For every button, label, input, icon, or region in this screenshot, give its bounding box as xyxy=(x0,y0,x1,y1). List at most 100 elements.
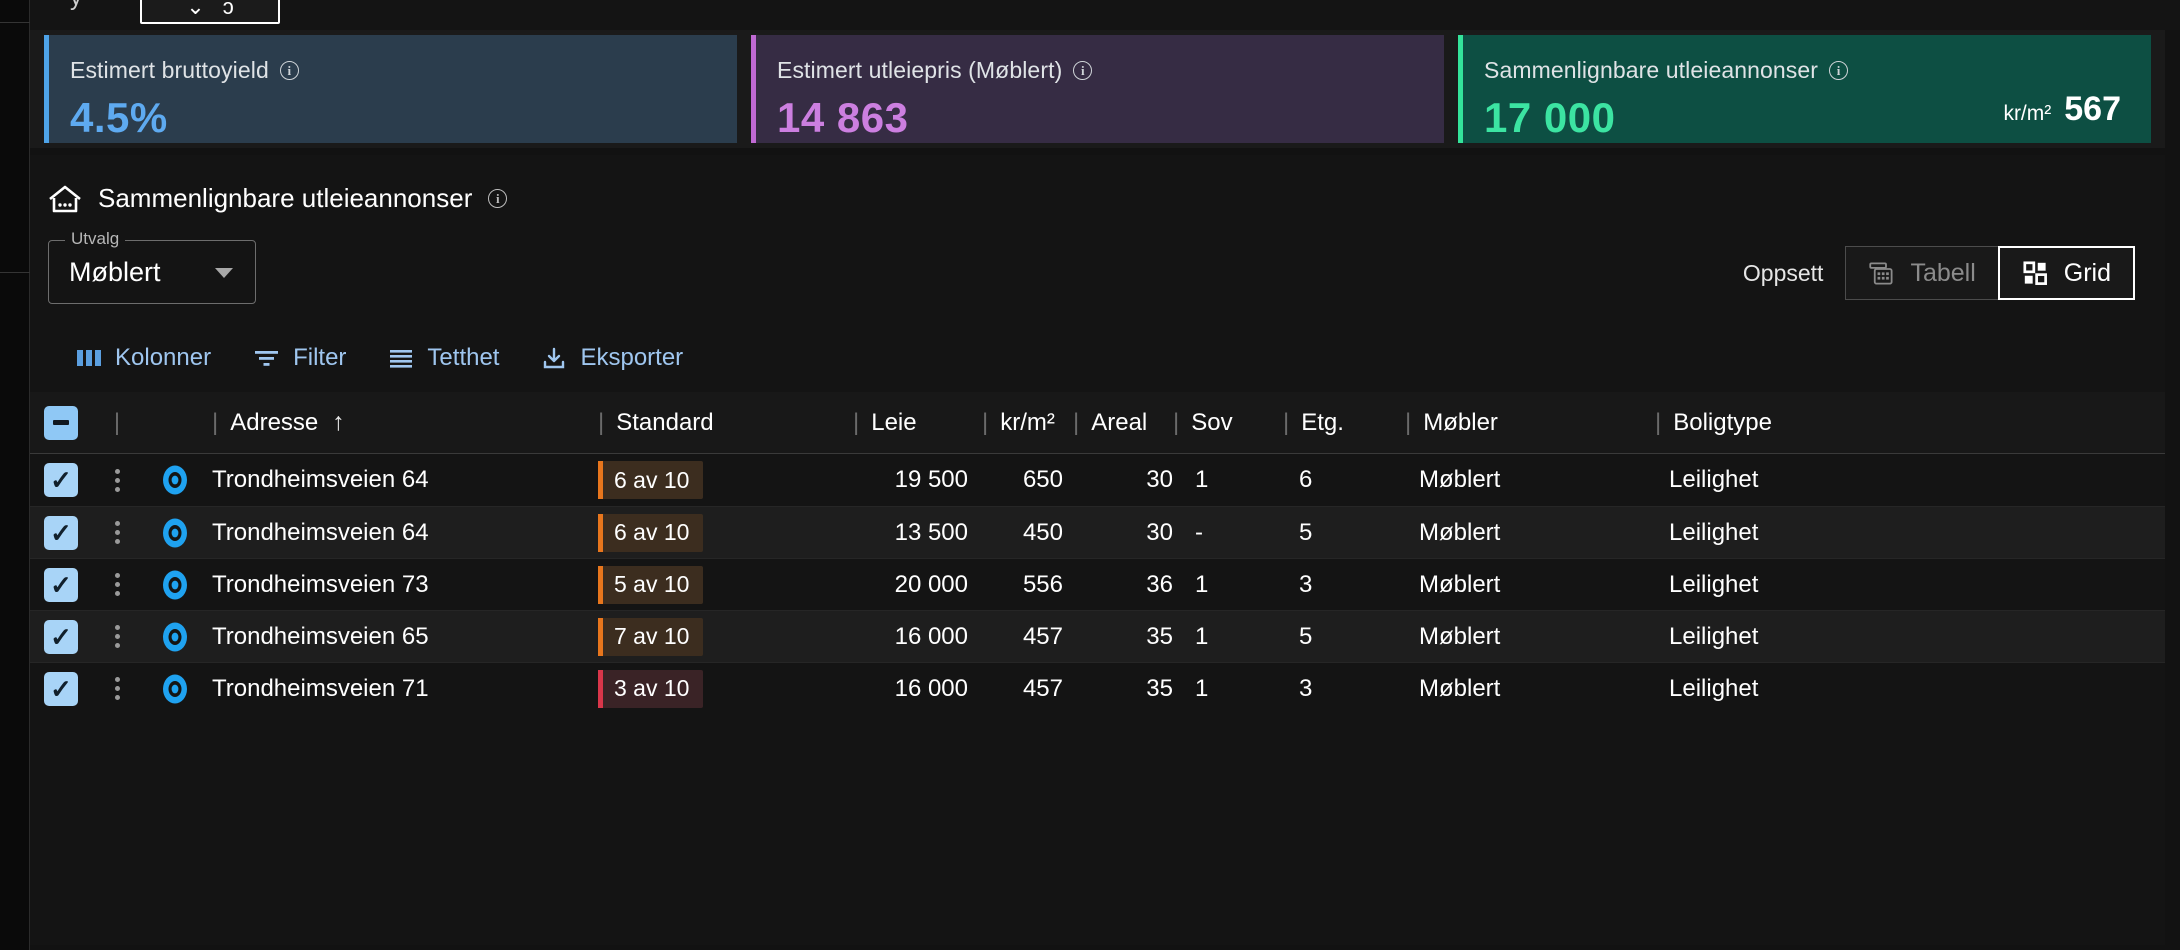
cell-areal: 36 xyxy=(1146,570,1173,598)
row-select-checkbox[interactable]: ✓ xyxy=(30,619,92,654)
kpi-label-text: Sammenlignbare utleieannonser xyxy=(1484,57,1819,83)
toolbar-kolonner-button[interactable]: Kolonner xyxy=(76,344,211,372)
column-header-mobler[interactable]: | Møbler xyxy=(1405,408,1498,436)
cell-adresse: Trondheimsveien 65 xyxy=(212,622,429,650)
row-select-checkbox[interactable]: ✓ xyxy=(30,463,92,497)
row-actions-button[interactable] xyxy=(92,468,142,492)
cell-adresse: Trondheimsveien 71 xyxy=(212,674,429,702)
table-toolbar: Kolonner Filter Tetthet xyxy=(30,330,2165,386)
cell-boligtype: Leilighet xyxy=(1669,570,1759,598)
info-icon[interactable]: i xyxy=(1829,61,1849,80)
cell-sov: - xyxy=(1195,518,1203,546)
column-header-standard[interactable]: | Standard xyxy=(598,408,714,436)
chevron-down-icon[interactable] xyxy=(215,268,233,278)
kpi-label-text: Estimert utleiepris (Møblert) xyxy=(777,57,1063,83)
select-all-checkbox[interactable] xyxy=(30,405,92,440)
rail-divider xyxy=(0,272,30,273)
table-row[interactable]: ✓ Trondheimsveien 71 3 av 10 16 000 457 35 1 3 M… xyxy=(30,662,2165,714)
cell-sov: 1 xyxy=(1195,570,1209,598)
cell-etg: 5 xyxy=(1299,518,1313,546)
row-actions-button[interactable] xyxy=(92,521,142,544)
column-header-krm2[interactable]: | kr/m² xyxy=(982,408,1055,436)
layout-segmented-control: Tabell Grid xyxy=(1845,246,2135,300)
info-icon[interactable]: i xyxy=(488,189,508,208)
column-header-adresse[interactable]: | Adresse ↑ xyxy=(212,408,345,436)
column-header-boligtype[interactable]: | Boligtype xyxy=(1655,408,1772,436)
rail-divider xyxy=(0,22,30,23)
standard-badge: 6 av 10 xyxy=(598,461,704,499)
layout-option-label: Grid xyxy=(2063,258,2111,287)
checkbox-checked-icon: ✓ xyxy=(44,671,78,706)
sort-ascending-icon: ↑ xyxy=(332,408,345,436)
left-rail xyxy=(0,0,30,950)
cell-leie: 13 500 xyxy=(894,518,968,546)
cell-areal: 30 xyxy=(1146,466,1173,493)
toolbar-label: Filter xyxy=(293,344,347,371)
table-body: ✓ Trondheimsveien 64 6 av 10 19 500 650 30 1 6 M… xyxy=(30,454,2165,714)
house-icon xyxy=(49,185,81,212)
kpi-label-text: Estimert bruttoyield xyxy=(70,57,269,83)
layout-option-tabell[interactable]: Tabell xyxy=(1845,246,1998,300)
column-header-label: Leie xyxy=(871,408,917,436)
table-row[interactable]: ✓ Trondheimsveien 65 7 av 10 16 000 457 35 1 5 M… xyxy=(30,610,2165,662)
row-select-checkbox[interactable]: ✓ xyxy=(30,567,92,602)
column-header-areal[interactable]: | Areal xyxy=(1073,408,1148,436)
toolbar-label: Kolonner xyxy=(115,344,212,371)
density-icon xyxy=(390,350,413,368)
toolbar-tetthet-button[interactable]: Tetthet xyxy=(388,344,499,372)
comparable-listings-panel: Sammenlignbare utleieannonser i Utvalg M… xyxy=(30,155,2165,945)
chip-left-glyph: ⌄ xyxy=(186,0,205,19)
page-title: Sammenlignbare utleieannonser xyxy=(98,183,473,213)
row-preview-button[interactable] xyxy=(142,463,208,497)
info-icon[interactable]: i xyxy=(279,61,299,80)
column-header-leie[interactable]: | Leie xyxy=(853,408,917,436)
kebab-menu-icon xyxy=(114,573,120,596)
kpi-value: 14 863 xyxy=(777,94,909,141)
table-row[interactable]: ✓ Trondheimsveien 73 5 av 10 20 000 556 36 1 3 M… xyxy=(30,558,2165,610)
toolbar-label: Eksporter xyxy=(580,344,684,371)
table-row[interactable]: ✓ Trondheimsveien 64 6 av 10 19 500 650 30 1 6 M… xyxy=(30,454,2165,506)
cell-boligtype: Leilighet xyxy=(1669,622,1759,650)
row-preview-button[interactable] xyxy=(142,620,208,654)
row-actions-button[interactable] xyxy=(92,677,142,700)
row-preview-button[interactable] xyxy=(142,672,208,706)
cell-krm2: 650 xyxy=(1022,466,1063,493)
row-select-checkbox[interactable]: ✓ xyxy=(30,671,92,706)
kebab-menu-icon xyxy=(114,625,120,648)
column-header-label: Adresse xyxy=(230,408,319,436)
toolbar-filter-button[interactable]: Filter xyxy=(253,344,346,372)
kebab-menu-icon xyxy=(114,468,120,492)
kpi-accent-bar xyxy=(1458,35,1463,143)
layout-option-grid[interactable]: Grid xyxy=(1997,246,2135,300)
row-actions-button[interactable] xyxy=(92,625,142,648)
table-row[interactable]: ✓ Trondheimsveien 64 6 av 10 13 500 450 30- 5 M… xyxy=(30,506,2165,558)
row-actions-button[interactable] xyxy=(92,573,142,596)
column-header-sov[interactable]: | Sov xyxy=(1173,408,1233,436)
filter-icon xyxy=(255,351,279,366)
kpi-card-bruttoyield[interactable]: Estimert bruttoyield i 4.5% xyxy=(44,35,737,143)
cell-etg: 5 xyxy=(1299,622,1313,650)
utvalg-select[interactable]: Utvalg Møblert xyxy=(48,229,256,304)
kpi-card-sammenlignbare[interactable]: Sammenlignbare utleieannonser i 17 000 k… xyxy=(1458,35,2151,143)
column-header-etg[interactable]: | Etg. xyxy=(1283,408,1344,436)
kpi-secondary-metric: kr/m² 567 xyxy=(2003,90,2121,129)
cell-leie: 19 500 xyxy=(894,466,968,493)
cell-areal: 35 xyxy=(1146,674,1173,702)
toolbar-eksporter-button[interactable]: Eksporter xyxy=(541,344,683,372)
row-select-checkbox[interactable]: ✓ xyxy=(30,515,92,550)
cell-boligtype: Leilighet xyxy=(1669,674,1759,702)
export-icon xyxy=(544,347,565,369)
row-preview-button[interactable] xyxy=(142,568,208,602)
kpi-card-utleiepris[interactable]: Estimert utleiepris (Møblert) i 14 863 xyxy=(751,35,1444,143)
cell-sov: 1 xyxy=(1195,466,1209,493)
cell-standard: 7 av 10 xyxy=(598,617,853,656)
row-preview-button[interactable] xyxy=(142,516,208,550)
kpi-value: 4.5% xyxy=(70,94,168,141)
info-icon[interactable]: i xyxy=(1073,61,1093,80)
header-spacer: | xyxy=(113,408,121,436)
top-partial-chip[interactable]: ⌄ ɔ xyxy=(140,0,280,24)
eye-icon xyxy=(163,674,187,703)
cell-krm2: 457 xyxy=(1022,674,1063,702)
cell-standard: 3 av 10 xyxy=(598,669,853,708)
checkbox-checked-icon: ✓ xyxy=(44,619,78,654)
